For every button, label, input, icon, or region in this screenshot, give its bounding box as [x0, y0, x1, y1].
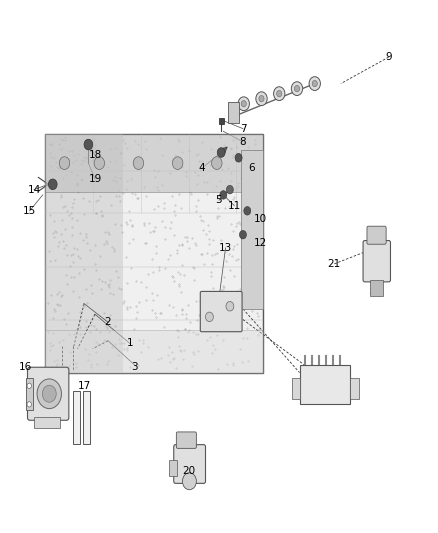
Polygon shape — [45, 330, 262, 373]
Circle shape — [27, 402, 32, 407]
Text: 7: 7 — [240, 124, 246, 134]
Circle shape — [240, 230, 247, 239]
Circle shape — [235, 154, 242, 162]
Circle shape — [220, 191, 227, 199]
Circle shape — [133, 157, 144, 169]
FancyBboxPatch shape — [177, 432, 196, 448]
Bar — [83, 391, 90, 444]
FancyBboxPatch shape — [28, 367, 69, 420]
Circle shape — [259, 95, 264, 102]
Bar — [370, 280, 383, 296]
Text: 13: 13 — [219, 243, 232, 253]
Circle shape — [309, 77, 321, 91]
Text: 19: 19 — [88, 174, 102, 184]
Circle shape — [94, 157, 105, 169]
Bar — [26, 378, 33, 410]
Bar — [350, 378, 359, 399]
Polygon shape — [45, 134, 262, 192]
Polygon shape — [45, 134, 123, 373]
Text: 10: 10 — [254, 214, 267, 224]
Text: 6: 6 — [248, 164, 255, 173]
Circle shape — [277, 91, 282, 97]
Circle shape — [42, 385, 56, 402]
Circle shape — [212, 157, 222, 169]
Text: 12: 12 — [254, 238, 267, 248]
Bar — [228, 102, 239, 123]
Circle shape — [27, 383, 32, 389]
Text: 9: 9 — [385, 52, 392, 62]
Circle shape — [226, 185, 233, 194]
Text: 21: 21 — [328, 259, 341, 269]
Circle shape — [256, 92, 267, 106]
Text: 14: 14 — [28, 184, 41, 195]
Text: 11: 11 — [228, 200, 241, 211]
Circle shape — [291, 82, 303, 95]
Circle shape — [48, 179, 57, 190]
Circle shape — [59, 157, 70, 169]
Bar — [292, 378, 300, 399]
Circle shape — [294, 85, 300, 92]
Text: 20: 20 — [182, 466, 195, 475]
Text: 15: 15 — [23, 206, 36, 216]
Bar — [73, 391, 80, 444]
Circle shape — [84, 139, 93, 150]
Polygon shape — [241, 150, 262, 309]
FancyBboxPatch shape — [174, 445, 205, 483]
Bar — [34, 417, 60, 428]
Circle shape — [205, 312, 213, 321]
Text: 3: 3 — [131, 362, 138, 372]
FancyBboxPatch shape — [367, 226, 386, 244]
Bar — [169, 460, 177, 476]
Text: 2: 2 — [105, 317, 111, 327]
Circle shape — [173, 157, 183, 169]
Bar — [219, 117, 224, 124]
Circle shape — [274, 87, 285, 101]
Text: 1: 1 — [127, 338, 133, 349]
Circle shape — [37, 379, 61, 409]
FancyBboxPatch shape — [363, 240, 391, 282]
Text: 17: 17 — [78, 381, 91, 391]
Text: 4: 4 — [198, 164, 205, 173]
Text: 16: 16 — [19, 362, 32, 372]
FancyBboxPatch shape — [200, 292, 242, 332]
Circle shape — [226, 302, 234, 311]
Text: 5: 5 — [215, 195, 223, 205]
Circle shape — [238, 97, 249, 111]
Circle shape — [244, 207, 251, 215]
Circle shape — [247, 157, 257, 169]
Circle shape — [183, 473, 196, 490]
Text: 18: 18 — [88, 150, 102, 160]
Circle shape — [217, 148, 225, 157]
Circle shape — [312, 80, 318, 87]
Text: 8: 8 — [240, 137, 246, 147]
Circle shape — [241, 101, 246, 107]
Bar — [300, 365, 350, 405]
Polygon shape — [45, 134, 262, 373]
